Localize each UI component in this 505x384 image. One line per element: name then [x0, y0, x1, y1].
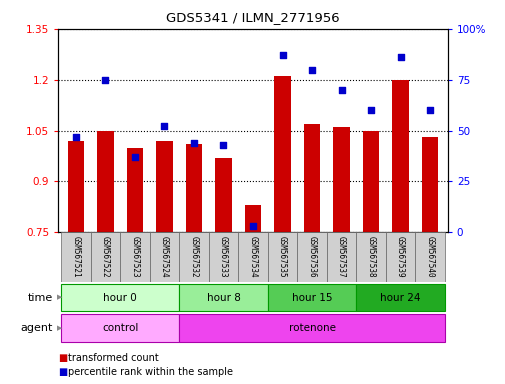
- Bar: [179, 284, 267, 311]
- Bar: [267, 232, 296, 282]
- Text: ▶: ▶: [57, 325, 63, 331]
- Bar: [415, 232, 444, 282]
- Text: GSM567524: GSM567524: [160, 237, 169, 278]
- Text: GSM567539: GSM567539: [395, 237, 405, 278]
- Text: hour 8: hour 8: [206, 293, 240, 303]
- Bar: [304, 124, 320, 232]
- Text: hour 24: hour 24: [380, 293, 420, 303]
- Bar: [356, 284, 444, 311]
- Bar: [385, 232, 415, 282]
- Bar: [238, 232, 267, 282]
- Text: agent: agent: [21, 323, 53, 333]
- Text: GDS5341 / ILMN_2771956: GDS5341 / ILMN_2771956: [166, 12, 339, 25]
- Bar: [267, 284, 356, 311]
- Bar: [90, 232, 120, 282]
- Text: GSM567522: GSM567522: [100, 237, 110, 278]
- Point: [160, 123, 168, 129]
- Bar: [215, 158, 231, 232]
- Bar: [421, 137, 437, 232]
- Bar: [356, 232, 385, 282]
- Text: hour 0: hour 0: [103, 293, 137, 303]
- Bar: [326, 232, 356, 282]
- Bar: [127, 147, 143, 232]
- Point: [337, 87, 345, 93]
- Point: [278, 52, 286, 58]
- Text: GSM567523: GSM567523: [130, 237, 139, 278]
- Bar: [179, 232, 208, 282]
- Point: [189, 140, 197, 146]
- Point: [248, 223, 257, 229]
- Point: [396, 54, 404, 60]
- Bar: [274, 76, 290, 232]
- Text: transformed count: transformed count: [68, 353, 159, 363]
- Bar: [97, 131, 113, 232]
- Bar: [61, 232, 90, 282]
- Text: hour 15: hour 15: [291, 293, 332, 303]
- Point: [131, 154, 139, 160]
- Point: [425, 107, 433, 113]
- Bar: [120, 232, 149, 282]
- Bar: [61, 284, 179, 311]
- Point: [308, 66, 316, 73]
- Text: GSM567521: GSM567521: [71, 237, 80, 278]
- Text: GSM567532: GSM567532: [189, 237, 198, 278]
- Bar: [156, 141, 172, 232]
- Bar: [362, 131, 378, 232]
- Bar: [297, 232, 326, 282]
- Text: GSM567536: GSM567536: [307, 237, 316, 278]
- Point: [366, 107, 374, 113]
- Point: [219, 142, 227, 148]
- Bar: [149, 232, 179, 282]
- Text: percentile rank within the sample: percentile rank within the sample: [68, 367, 233, 377]
- Bar: [244, 205, 261, 232]
- Text: control: control: [102, 323, 138, 333]
- Bar: [392, 79, 408, 232]
- Bar: [68, 141, 84, 232]
- Text: ■: ■: [58, 367, 67, 377]
- Text: GSM567540: GSM567540: [425, 237, 434, 278]
- Text: ■: ■: [58, 353, 67, 363]
- Text: GSM567534: GSM567534: [248, 237, 257, 278]
- Bar: [179, 314, 444, 342]
- Text: ▶: ▶: [57, 295, 63, 301]
- Text: GSM567538: GSM567538: [366, 237, 375, 278]
- Text: GSM567537: GSM567537: [336, 237, 345, 278]
- Point: [101, 76, 109, 83]
- Bar: [333, 127, 349, 232]
- Bar: [208, 232, 238, 282]
- Text: rotenone: rotenone: [288, 323, 335, 333]
- Point: [72, 134, 80, 140]
- Bar: [61, 314, 179, 342]
- Text: GSM567533: GSM567533: [219, 237, 228, 278]
- Bar: [185, 144, 201, 232]
- Text: GSM567535: GSM567535: [277, 237, 286, 278]
- Text: time: time: [28, 293, 53, 303]
